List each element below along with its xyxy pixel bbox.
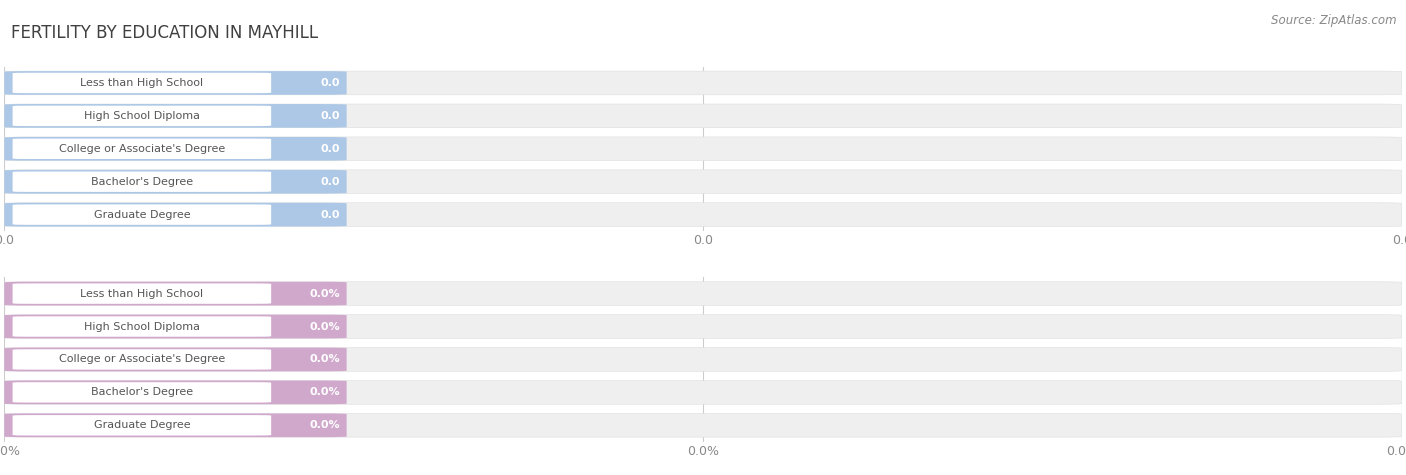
FancyBboxPatch shape <box>4 380 1402 404</box>
Text: Bachelor's Degree: Bachelor's Degree <box>91 388 193 398</box>
Text: 0.0%: 0.0% <box>309 388 340 398</box>
Text: Less than High School: Less than High School <box>80 289 204 299</box>
FancyBboxPatch shape <box>13 415 271 436</box>
Text: 0.0: 0.0 <box>321 144 340 154</box>
FancyBboxPatch shape <box>4 380 347 404</box>
Text: Bachelor's Degree: Bachelor's Degree <box>91 177 193 187</box>
FancyBboxPatch shape <box>13 349 271 370</box>
FancyBboxPatch shape <box>4 104 1402 128</box>
FancyBboxPatch shape <box>4 170 1402 193</box>
FancyBboxPatch shape <box>13 171 271 192</box>
Text: 0.0%: 0.0% <box>309 289 340 299</box>
FancyBboxPatch shape <box>13 316 271 337</box>
FancyBboxPatch shape <box>4 315 1402 338</box>
Text: 0.0: 0.0 <box>321 209 340 219</box>
Text: 0.0: 0.0 <box>321 177 340 187</box>
FancyBboxPatch shape <box>4 282 1402 305</box>
Text: 0.0%: 0.0% <box>309 354 340 364</box>
Text: College or Associate's Degree: College or Associate's Degree <box>59 144 225 154</box>
Text: FERTILITY BY EDUCATION IN MAYHILL: FERTILITY BY EDUCATION IN MAYHILL <box>11 24 318 42</box>
FancyBboxPatch shape <box>13 105 271 126</box>
FancyBboxPatch shape <box>13 139 271 159</box>
FancyBboxPatch shape <box>4 203 347 227</box>
FancyBboxPatch shape <box>4 137 347 161</box>
Text: 0.0: 0.0 <box>321 78 340 88</box>
FancyBboxPatch shape <box>13 204 271 225</box>
Text: Less than High School: Less than High School <box>80 78 204 88</box>
FancyBboxPatch shape <box>4 170 347 193</box>
FancyBboxPatch shape <box>4 413 347 437</box>
Text: 0.0%: 0.0% <box>309 420 340 430</box>
FancyBboxPatch shape <box>4 282 347 305</box>
Text: Graduate Degree: Graduate Degree <box>94 420 190 430</box>
Text: 0.0: 0.0 <box>321 111 340 121</box>
Text: 0.0%: 0.0% <box>309 322 340 332</box>
FancyBboxPatch shape <box>4 348 1402 371</box>
FancyBboxPatch shape <box>4 348 347 371</box>
FancyBboxPatch shape <box>4 71 1402 95</box>
FancyBboxPatch shape <box>4 315 347 338</box>
Text: College or Associate's Degree: College or Associate's Degree <box>59 354 225 364</box>
FancyBboxPatch shape <box>4 203 1402 227</box>
Text: Graduate Degree: Graduate Degree <box>94 209 190 219</box>
FancyBboxPatch shape <box>13 382 271 403</box>
FancyBboxPatch shape <box>13 73 271 93</box>
Text: Source: ZipAtlas.com: Source: ZipAtlas.com <box>1271 14 1396 27</box>
FancyBboxPatch shape <box>13 284 271 304</box>
FancyBboxPatch shape <box>4 104 347 128</box>
FancyBboxPatch shape <box>4 137 1402 161</box>
FancyBboxPatch shape <box>4 71 347 95</box>
Text: High School Diploma: High School Diploma <box>84 322 200 332</box>
Text: High School Diploma: High School Diploma <box>84 111 200 121</box>
FancyBboxPatch shape <box>4 413 1402 437</box>
